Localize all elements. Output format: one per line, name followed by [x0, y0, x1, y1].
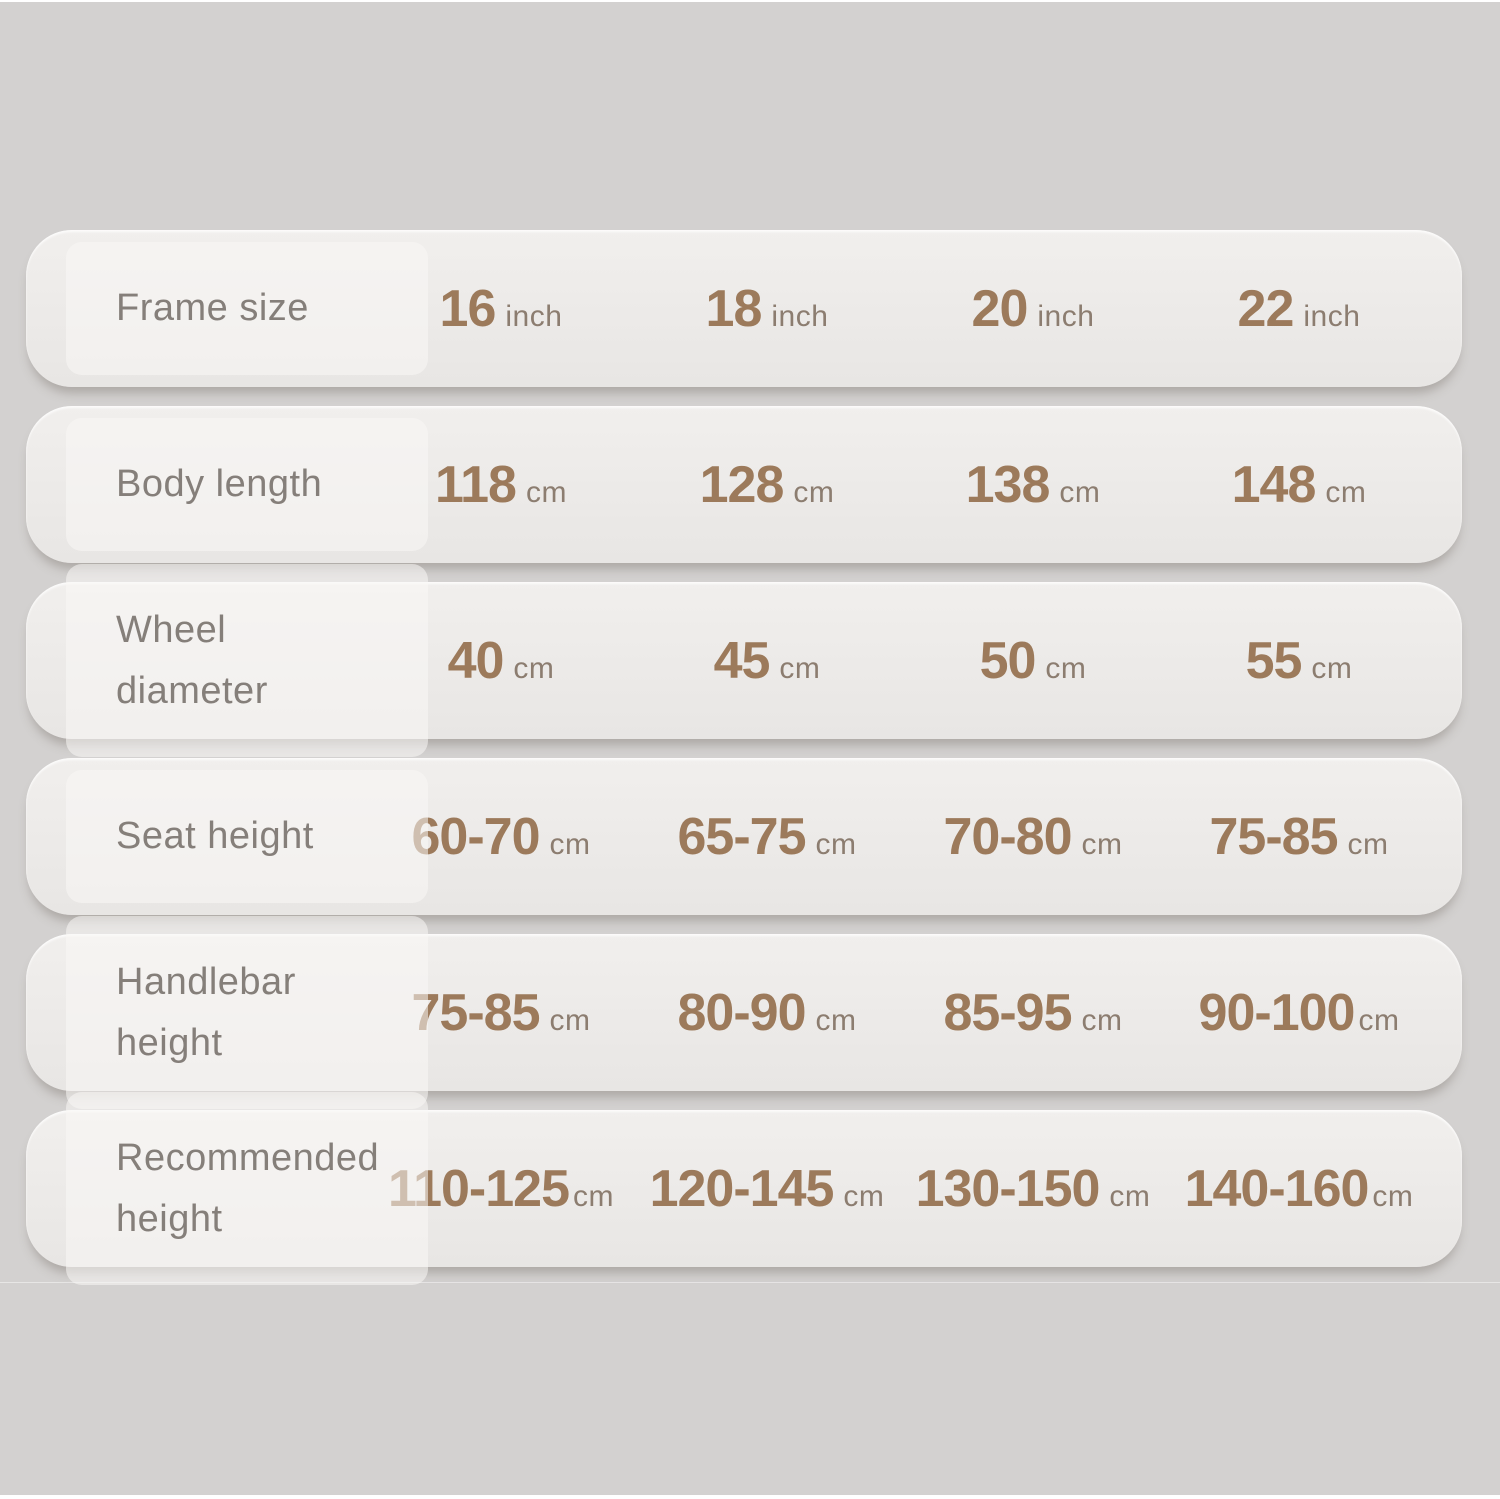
value-number: 148 [1231, 455, 1317, 514]
value-number: 22 [1237, 279, 1295, 338]
value-number: 75-85 [1209, 807, 1339, 866]
value-unit: cm [815, 1003, 857, 1037]
value-cell: 120-145 cm [634, 1159, 900, 1219]
value-number: 118 [435, 455, 517, 514]
value-cell: 18 inch [634, 279, 900, 339]
value-number: 18 [705, 279, 763, 338]
value-unit: cm [1372, 1179, 1414, 1213]
value-cell: 75-85 cm [1166, 807, 1432, 867]
value-number: 45 [713, 631, 771, 690]
value-unit: cm [1081, 1003, 1123, 1037]
value-cell: 55 cm [1166, 631, 1432, 691]
value-number: 65-75 [677, 807, 807, 866]
value-number: 40 [447, 631, 505, 690]
value-unit: cm [549, 827, 591, 861]
value-cell: 85-95 cm [900, 983, 1166, 1043]
value-cell: 45 cm [634, 631, 900, 691]
value-unit: cm [779, 651, 821, 685]
value-number: 80-90 [677, 983, 807, 1042]
value-unit: cm [572, 1179, 614, 1213]
value-cell: 60-70 cm [368, 807, 634, 867]
value-cell: 70-80 cm [900, 807, 1166, 867]
value-cell: 138 cm [900, 455, 1166, 515]
spec-row-body-length: Body length 118 cm 128 cm 138 cm 148 cm [26, 406, 1462, 563]
value-number: 55 [1245, 631, 1303, 690]
spec-row-frame-size: Frame size 16 inch 18 inch 20 inch 22 in… [26, 230, 1462, 387]
value-number: 85-95 [943, 983, 1073, 1042]
value-unit: cm [1109, 1179, 1151, 1213]
value-number: 70-80 [943, 807, 1073, 866]
value-unit: cm [1081, 827, 1123, 861]
value-number: 50 [979, 631, 1037, 690]
value-cell: 50 cm [900, 631, 1166, 691]
value-number: 60-70 [411, 807, 541, 866]
value-number: 16 [439, 279, 497, 338]
row-label: Frame size [66, 242, 428, 375]
value-number: 90-100 [1198, 983, 1356, 1042]
value-unit: cm [793, 475, 835, 509]
value-unit: inch [1303, 299, 1361, 333]
spec-row-seat-height: Seat height 60-70 cm 65-75 cm 70-80 cm 7… [26, 758, 1462, 915]
value-unit: cm [1059, 475, 1101, 509]
value-number: 20 [971, 279, 1029, 338]
value-number: 138 [965, 455, 1051, 514]
row-label: Handlebar height [66, 915, 428, 1109]
spec-row-wheel-diameter: Wheel diameter 40 cm 45 cm 50 cm 55 cm [26, 563, 1462, 757]
value-cell: 65-75 cm [634, 807, 900, 867]
value-unit: cm [549, 1003, 591, 1037]
value-unit: inch [1037, 299, 1095, 333]
value-unit: cm [1325, 475, 1367, 509]
value-unit: cm [1045, 651, 1087, 685]
value-cell: 148 cm [1166, 455, 1432, 515]
value-number: 120-145 [649, 1159, 835, 1218]
value-unit: cm [843, 1179, 885, 1213]
row-label: Wheel diameter [66, 563, 428, 757]
value-unit: cm [1347, 827, 1389, 861]
background-seam [0, 1282, 1500, 1283]
value-cell: 140-160 cm [1166, 1159, 1432, 1219]
value-cell: 22 inch [1166, 279, 1432, 339]
value-number: 140-160 [1184, 1159, 1370, 1218]
value-number: 130-150 [915, 1159, 1101, 1218]
value-cell: 20 inch [900, 279, 1166, 339]
value-cell: 80-90 cm [634, 983, 900, 1043]
value-unit: cm [1311, 651, 1353, 685]
value-unit: inch [771, 299, 829, 333]
spec-row-recommended-height: Recommended height 110-125 cm 120-145 cm… [26, 1091, 1462, 1285]
spec-row-handlebar-height: Handlebar height 75-85 cm 80-90 cm 85-95… [26, 915, 1462, 1109]
row-label: Seat height [66, 770, 428, 903]
spec-rows: Frame size 16 inch 18 inch 20 inch 22 in… [26, 230, 1462, 1285]
value-cell: 90-100 cm [1166, 983, 1432, 1043]
value-unit: cm [1358, 1003, 1400, 1037]
value-unit: cm [815, 827, 857, 861]
value-cell: 130-150 cm [900, 1159, 1166, 1219]
value-number: 75-85 [411, 983, 541, 1042]
value-cell: 128 cm [634, 455, 900, 515]
row-label: Body length [66, 418, 428, 551]
value-cell: 75-85 cm [368, 983, 634, 1043]
value-unit: cm [513, 651, 555, 685]
value-unit: cm [525, 475, 567, 509]
value-number: 128 [699, 455, 785, 514]
value-unit: inch [505, 299, 563, 333]
row-label: Recommended height [66, 1091, 428, 1285]
value-cell: 40 cm [368, 631, 634, 691]
value-cell: 16 inch [368, 279, 634, 339]
value-cell: 118 cm [368, 455, 634, 515]
